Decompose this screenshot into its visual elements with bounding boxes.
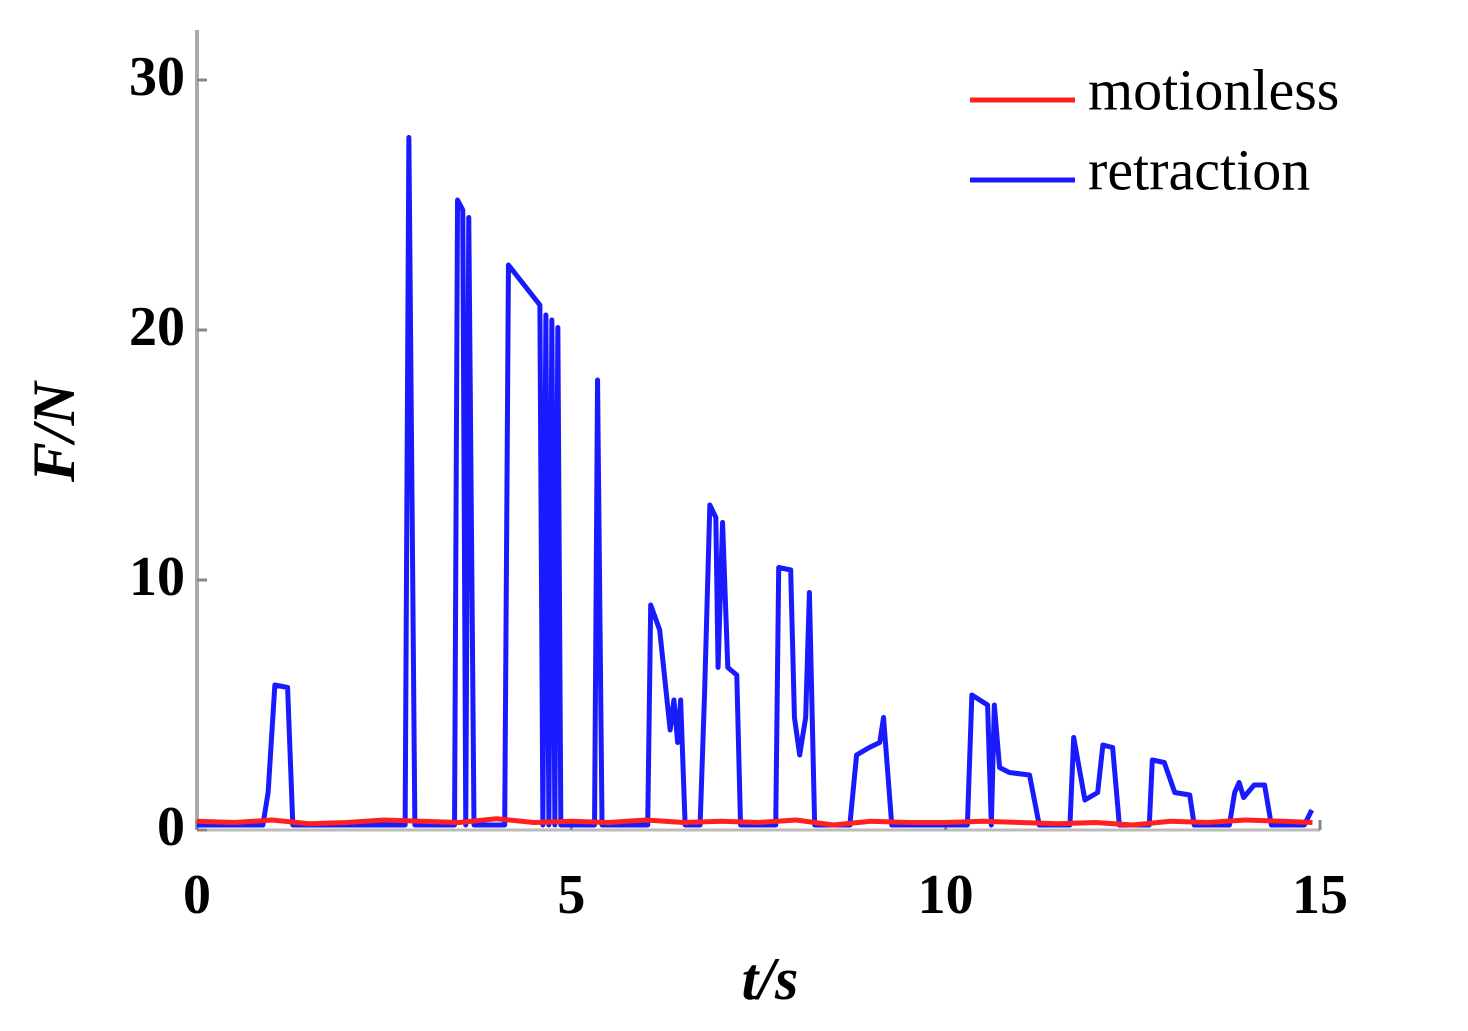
line-series (197, 135, 1314, 828)
legend-label: retraction (1088, 137, 1310, 202)
line-series (196, 816, 1313, 828)
y-tick-label: 0 (157, 796, 185, 858)
y-tick-label: 20 (129, 296, 185, 358)
y-tick-label: 10 (129, 546, 185, 608)
legend-label: motionless (1088, 57, 1339, 122)
y-tick-label: 30 (129, 46, 185, 108)
y-axis-label: F/N (21, 379, 87, 483)
x-tick-label: 0 (183, 864, 211, 926)
x-tick-label: 15 (1292, 864, 1348, 926)
x-axis-label: t/s (742, 946, 799, 1012)
x-tick-label: 10 (918, 864, 974, 926)
x-tick-label: 5 (557, 864, 585, 926)
